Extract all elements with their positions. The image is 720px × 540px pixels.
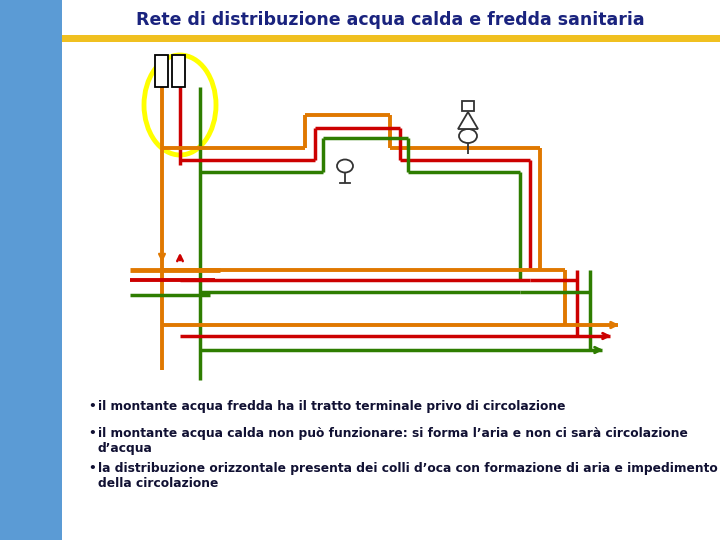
Text: il montante acqua fredda ha il tratto terminale privo di circolazione: il montante acqua fredda ha il tratto te…	[98, 400, 565, 413]
Ellipse shape	[337, 159, 353, 172]
Text: •: •	[88, 400, 96, 413]
Polygon shape	[458, 112, 478, 129]
Bar	[462, 101, 474, 111]
Text: •: •	[88, 462, 96, 475]
Text: Rete di distribuzione acqua calda e fredda sanitaria: Rete di distribuzione acqua calda e fred…	[135, 11, 644, 29]
Text: •: •	[88, 427, 96, 440]
Bar	[172, 55, 185, 87]
Ellipse shape	[459, 129, 477, 143]
Polygon shape	[62, 35, 720, 42]
Bar	[155, 55, 168, 87]
Text: il montante acqua calda non può funzionare: si forma l’aria e non ci sarà circol: il montante acqua calda non può funziona…	[98, 427, 688, 455]
Text: la distribuzione orizzontale presenta dei colli d’oca con formazione di aria e i: la distribuzione orizzontale presenta de…	[98, 462, 718, 490]
Polygon shape	[0, 0, 62, 540]
